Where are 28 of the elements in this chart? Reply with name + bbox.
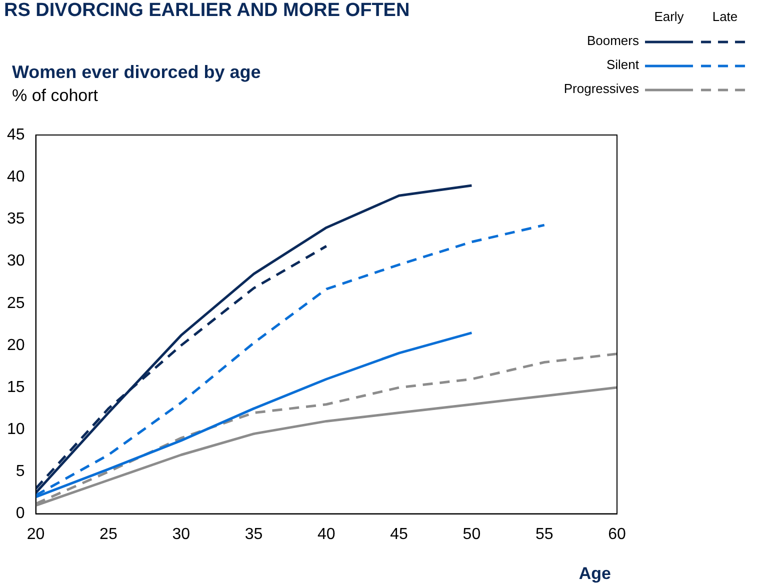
y-tick-label: 45 bbox=[7, 126, 25, 144]
y-tick-label: 15 bbox=[7, 378, 25, 396]
x-tick-label: 60 bbox=[608, 526, 626, 543]
chart-subtitle: Women ever divorced by age bbox=[12, 62, 261, 83]
text: Early bbox=[653, 8, 685, 26]
legend-label: Progressives bbox=[562, 80, 640, 98]
x-tick-label: 20 bbox=[26, 526, 45, 543]
x-tick-label: 50 bbox=[462, 526, 481, 543]
x-axis-title: Age bbox=[578, 564, 611, 584]
x-tick-label: 45 bbox=[390, 526, 408, 543]
y-tick-label: 40 bbox=[7, 168, 25, 186]
y-tick-label: 30 bbox=[7, 252, 25, 270]
chart-title: RS DIVORCING EARLIER AND MORE OFTEN bbox=[4, 0, 410, 22]
y-axis-title: % of cohort bbox=[12, 86, 98, 106]
x-tick-label: 30 bbox=[172, 526, 190, 543]
x-tick-label: 25 bbox=[100, 526, 118, 543]
legend-label: Boomers bbox=[586, 32, 640, 50]
y-tick-label: 5 bbox=[16, 463, 25, 480]
x-tick-label: 55 bbox=[535, 526, 554, 543]
x-tick-label: 40 bbox=[318, 526, 336, 543]
y-tick-label: 0 bbox=[16, 505, 25, 522]
legend-label: Silent bbox=[605, 56, 640, 74]
y-tick-label: 20 bbox=[7, 336, 25, 354]
y-tick-label: 10 bbox=[7, 421, 25, 438]
x-tick-label: 35 bbox=[244, 526, 263, 543]
y-tick-label: 25 bbox=[7, 294, 25, 312]
y-tick-label: 35 bbox=[7, 210, 25, 228]
text: Late bbox=[711, 8, 739, 26]
